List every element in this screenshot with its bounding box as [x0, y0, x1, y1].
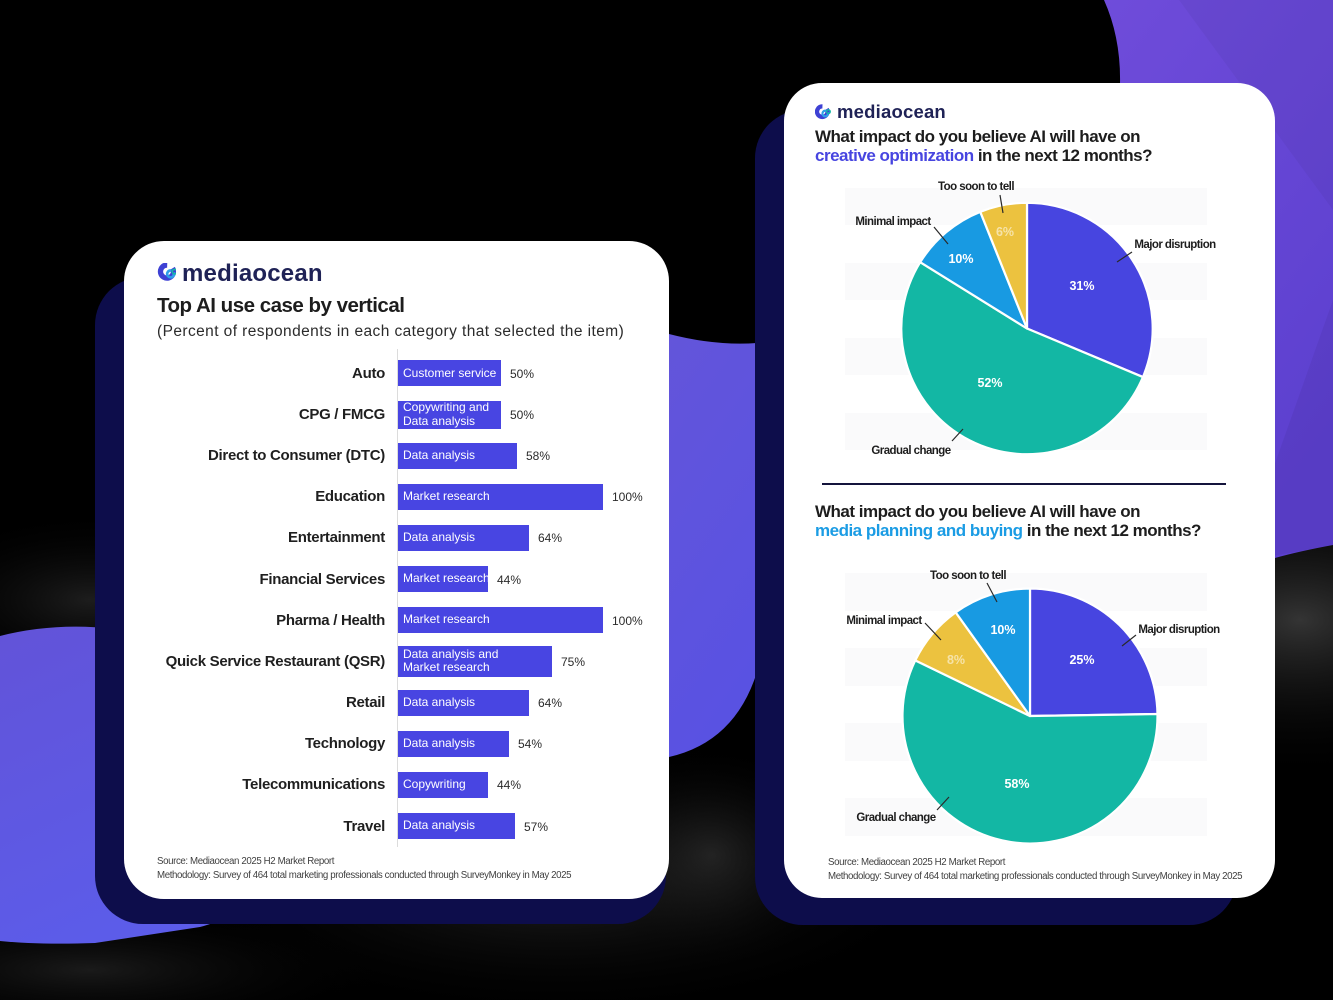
svg-text:Minimal impact: Minimal impact	[855, 216, 931, 228]
svg-text:10%: 10%	[990, 623, 1015, 637]
svg-text:10%: 10%	[948, 252, 973, 266]
svg-text:Too soon to tell: Too soon to tell	[938, 181, 1014, 193]
svg-text:Gradual change: Gradual change	[856, 812, 935, 824]
svg-text:Too soon to tell: Too soon to tell	[930, 570, 1006, 582]
svg-text:Minimal impact: Minimal impact	[846, 615, 922, 627]
svg-text:25%: 25%	[1069, 653, 1094, 667]
svg-text:Major disruption: Major disruption	[1134, 239, 1216, 251]
svg-text:31%: 31%	[1069, 279, 1094, 293]
svg-text:Gradual change: Gradual change	[871, 445, 950, 457]
svg-text:52%: 52%	[977, 376, 1002, 390]
svg-text:6%: 6%	[996, 225, 1014, 239]
svg-text:8%: 8%	[947, 653, 965, 667]
svg-text:58%: 58%	[1004, 777, 1029, 791]
svg-text:Major disruption: Major disruption	[1138, 624, 1220, 636]
